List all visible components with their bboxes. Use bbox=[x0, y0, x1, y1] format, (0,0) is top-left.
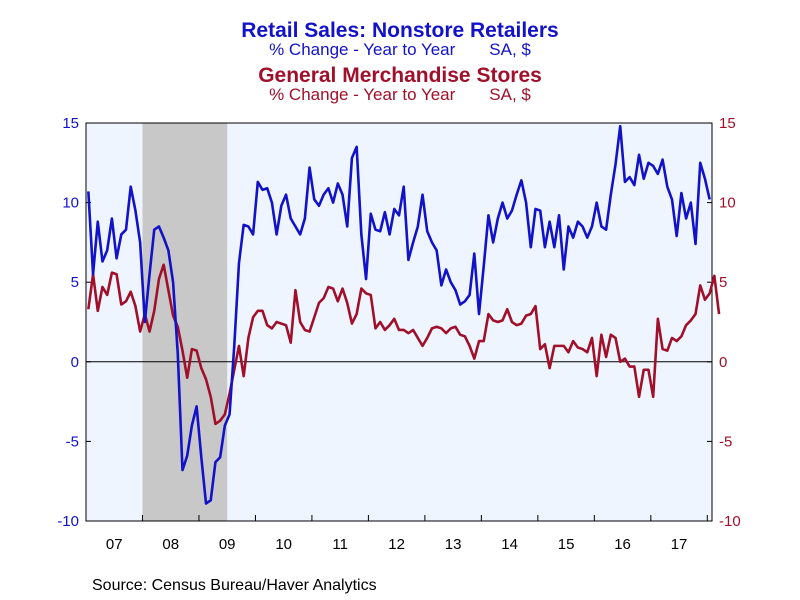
x-tick-label: 11 bbox=[332, 536, 348, 553]
source-note: Source: Census Bureau/Haver Analytics bbox=[92, 577, 377, 594]
chart-subtitle-1: % Change - Year to Year SA, $ bbox=[0, 40, 800, 60]
chart-subtitle-1-right: SA, $ bbox=[489, 40, 531, 59]
x-tick-label: 09 bbox=[219, 536, 236, 553]
y-tick-label-left: 0 bbox=[71, 354, 79, 371]
chart-title-1: Retail Sales: Nonstore Retailers bbox=[241, 19, 559, 42]
y-tick-label-right: -5 bbox=[719, 433, 732, 450]
plot-frame bbox=[85, 122, 713, 522]
y-tick-label-left: -10 bbox=[57, 513, 79, 530]
series-line-general-merchandise bbox=[87, 263, 721, 426]
y-tick-label-right: 5 bbox=[719, 274, 727, 291]
chart-title-2: General Merchandise Stores bbox=[258, 64, 542, 87]
x-tick-label: 15 bbox=[558, 536, 575, 553]
chart-subtitle-2-left: % Change - Year to Year bbox=[269, 85, 456, 104]
x-tick-label: 14 bbox=[501, 536, 518, 553]
recession-band bbox=[142, 123, 228, 521]
chart-subtitle-1-left: % Change - Year to Year bbox=[269, 40, 456, 59]
series-line-nonstore-retailers bbox=[87, 124, 711, 505]
x-tick-label: 08 bbox=[162, 536, 179, 553]
chart-subtitle-2-right: SA, $ bbox=[489, 85, 531, 104]
y-tick-label-right: -10 bbox=[719, 513, 741, 530]
x-tick-label: 07 bbox=[106, 536, 123, 553]
x-tick-label: 12 bbox=[388, 536, 405, 553]
x-tick-label: 10 bbox=[275, 536, 292, 553]
x-tick-label: 17 bbox=[671, 536, 688, 553]
y-tick-label-right: 0 bbox=[719, 354, 727, 371]
x-tick-label: 16 bbox=[614, 536, 631, 553]
y-tick-label-left: 5 bbox=[71, 274, 79, 291]
y-tick-label-left: 10 bbox=[62, 195, 79, 212]
y-tick-label-right: 10 bbox=[719, 195, 736, 212]
y-tick-label-right: 15 bbox=[719, 115, 736, 132]
y-tick-label-left: 15 bbox=[62, 115, 79, 132]
y-tick-label-left: -5 bbox=[66, 433, 79, 450]
chart-subtitle-2: % Change - Year to Year SA, $ bbox=[0, 85, 800, 105]
x-tick-label: 13 bbox=[445, 536, 462, 553]
